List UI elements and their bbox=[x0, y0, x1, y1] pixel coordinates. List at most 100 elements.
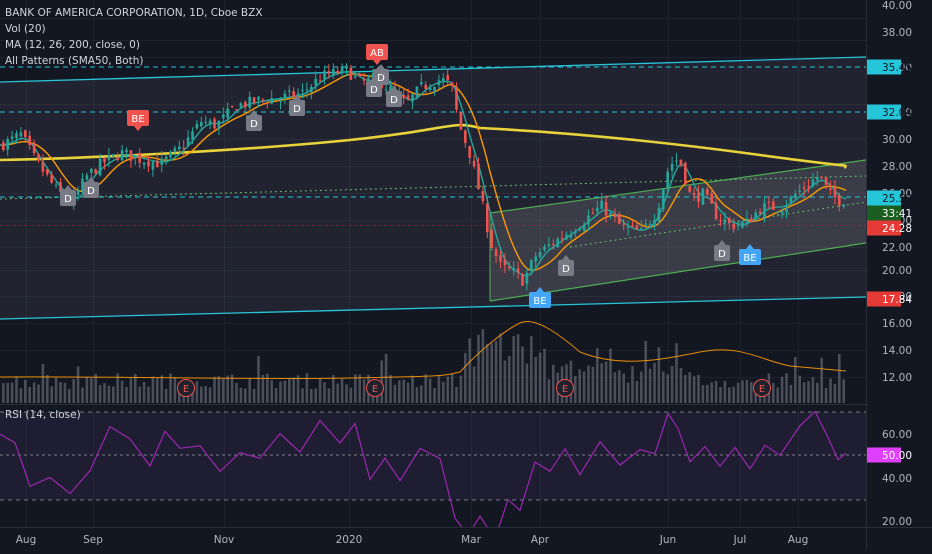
candle-body bbox=[296, 93, 300, 96]
volume-bar bbox=[398, 380, 401, 403]
volume-bar bbox=[631, 366, 634, 403]
badge-bg bbox=[867, 190, 901, 206]
time-axis[interactable]: Aug Sep Nov 2020 Mar Apr Jun Jul Aug bbox=[0, 527, 932, 550]
volume-bar bbox=[789, 384, 793, 403]
marker-box bbox=[366, 44, 388, 60]
volume-bar bbox=[358, 374, 361, 403]
volume-bar bbox=[477, 334, 480, 403]
marker-label: BE bbox=[131, 114, 144, 125]
price-badge: 32.04 bbox=[867, 104, 912, 120]
volume-bar bbox=[98, 385, 102, 403]
volume-bar bbox=[204, 386, 207, 403]
patterns-indicator-label[interactable]: All Patterns (SMA50, Both) bbox=[5, 55, 144, 67]
candle-body bbox=[314, 78, 317, 86]
marker-box bbox=[246, 115, 262, 131]
volume-indicator-label[interactable]: Vol (20) bbox=[5, 23, 46, 35]
earnings-circle bbox=[177, 379, 195, 397]
pattern-marker-d[interactable]: D bbox=[83, 177, 99, 198]
candle-body bbox=[626, 226, 630, 228]
price-tick-label: 28.00 bbox=[882, 161, 912, 173]
volume-bar bbox=[732, 386, 735, 403]
volume-bar bbox=[587, 365, 590, 403]
candle-body bbox=[763, 203, 766, 217]
price-tick-label: 14.00 bbox=[882, 345, 912, 357]
rsi-indicator-label[interactable]: RSI (14, close) bbox=[5, 409, 81, 421]
pattern-marker-d[interactable]: D bbox=[714, 240, 730, 261]
ma-indicator-label[interactable]: MA (12, 26, 200, close, 0) bbox=[5, 39, 140, 51]
pattern-marker-d[interactable]: D bbox=[246, 110, 262, 131]
trend-channel-lower bbox=[0, 296, 867, 320]
volume-bar bbox=[411, 375, 414, 403]
candle-body bbox=[499, 254, 502, 262]
chart-legend: BANK OF AMERICA CORPORATION, 1D, Cboe BZ… bbox=[5, 5, 263, 69]
candle-body bbox=[433, 87, 436, 91]
marker-box bbox=[373, 69, 389, 85]
candle-body bbox=[107, 154, 111, 160]
candle-body bbox=[824, 177, 828, 185]
candle-body bbox=[125, 150, 128, 153]
candle-body bbox=[486, 203, 489, 233]
volume-bar bbox=[393, 384, 397, 403]
candle-body bbox=[244, 102, 247, 108]
earnings-circle bbox=[753, 379, 771, 397]
marker-label: D bbox=[718, 249, 726, 260]
candle-body bbox=[578, 228, 581, 230]
volume-bar bbox=[459, 375, 463, 403]
price-badge: 24.28 bbox=[867, 220, 912, 236]
pattern-marker-d[interactable]: D bbox=[373, 64, 389, 85]
candle-body bbox=[120, 150, 124, 161]
volume-bar bbox=[486, 343, 489, 403]
pattern-marker-be[interactable]: BE bbox=[127, 110, 149, 131]
earnings-marker[interactable]: E bbox=[366, 379, 384, 397]
earnings-marker[interactable]: E bbox=[177, 379, 195, 397]
pattern-marker-d[interactable]: D bbox=[386, 86, 402, 107]
ma200-line bbox=[0, 123, 847, 169]
volume-bar bbox=[156, 378, 159, 403]
price-tick-label: 16.00 bbox=[882, 318, 912, 330]
pattern-marker-d[interactable]: D bbox=[60, 185, 76, 206]
candle-body bbox=[464, 130, 467, 143]
volume-bar bbox=[618, 370, 621, 403]
volume-bar bbox=[530, 336, 533, 403]
candle-body bbox=[820, 176, 823, 178]
pattern-marker-be[interactable]: BE bbox=[739, 244, 761, 265]
pattern-marker-d[interactable]: D bbox=[558, 255, 574, 276]
symbol-title[interactable]: BANK OF AMERICA CORPORATION, 1D, Cboe BZ… bbox=[5, 7, 263, 19]
pattern-marker-ab[interactable]: AB bbox=[366, 44, 388, 65]
volume-bar bbox=[437, 375, 441, 403]
volume-bar bbox=[450, 373, 454, 403]
candle-body bbox=[728, 218, 731, 223]
pattern-marker-be[interactable]: BE bbox=[529, 287, 551, 308]
candle-body bbox=[327, 71, 331, 75]
volume-bar bbox=[622, 373, 625, 403]
time-tick-label: Mar bbox=[461, 534, 481, 546]
volume-bar bbox=[666, 374, 669, 403]
volume-bar bbox=[455, 386, 458, 403]
pattern-marker-d[interactable]: D bbox=[289, 95, 305, 116]
rsi-band bbox=[0, 412, 866, 500]
volume-bar bbox=[50, 386, 53, 403]
chart-drawings[interactable] bbox=[0, 56, 867, 320]
candle-body bbox=[758, 211, 762, 214]
volume-bar bbox=[195, 381, 199, 403]
candle-body bbox=[688, 186, 691, 192]
earnings-marker[interactable]: E bbox=[753, 379, 771, 397]
volume-bar bbox=[503, 360, 507, 403]
candle-body bbox=[208, 120, 212, 125]
volume-bar bbox=[389, 374, 392, 403]
volume-bar bbox=[538, 352, 542, 403]
candle-body bbox=[19, 132, 23, 137]
candle-body bbox=[32, 142, 36, 154]
earnings-marker[interactable]: E bbox=[556, 379, 574, 397]
volume-bar bbox=[728, 387, 731, 403]
volume-bar bbox=[54, 377, 58, 403]
volume-bar bbox=[838, 354, 841, 403]
volume-bar bbox=[24, 379, 27, 403]
price-axis[interactable]: 40.0038.0034.0032.0030.0028.0026.0024.00… bbox=[866, 0, 932, 550]
badge-bg bbox=[867, 59, 901, 75]
candle-body bbox=[622, 223, 625, 225]
volume-bar bbox=[472, 366, 476, 403]
